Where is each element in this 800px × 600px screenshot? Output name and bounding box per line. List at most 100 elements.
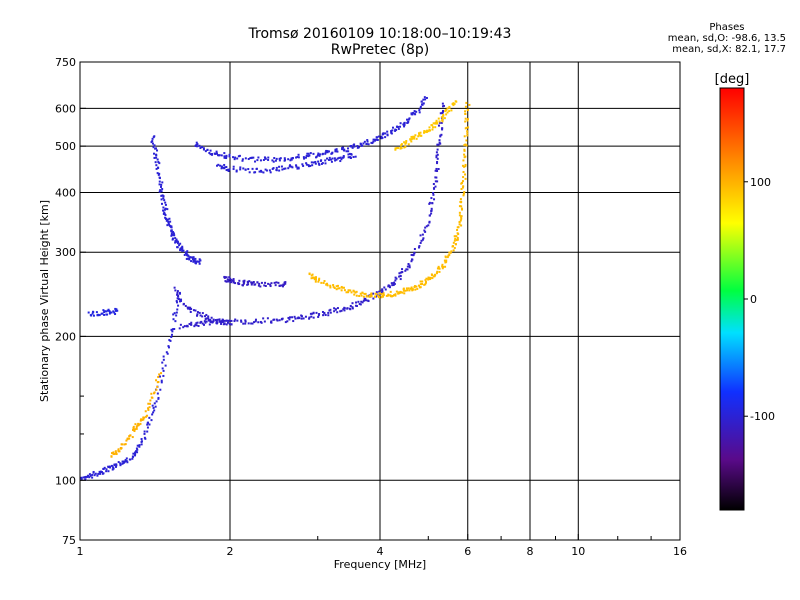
data-point	[152, 411, 155, 414]
data-point	[424, 230, 427, 233]
data-point	[256, 159, 259, 162]
data-point	[177, 294, 180, 297]
data-point	[128, 458, 131, 461]
data-point	[186, 254, 189, 257]
data-point	[322, 281, 325, 284]
data-point	[186, 325, 189, 328]
data-point	[403, 141, 406, 144]
data-point	[190, 256, 193, 259]
data-point	[143, 432, 146, 435]
data-point	[362, 299, 365, 302]
data-point	[277, 281, 280, 284]
data-point	[205, 313, 208, 316]
data-point	[343, 307, 346, 310]
data-point	[418, 133, 421, 136]
data-point	[232, 168, 235, 171]
data-point	[258, 282, 261, 285]
data-point	[204, 150, 207, 153]
data-point	[257, 284, 260, 287]
data-point	[397, 292, 400, 295]
data-point	[206, 148, 209, 151]
data-point	[114, 307, 117, 310]
data-point	[157, 161, 160, 164]
data-point	[167, 220, 170, 223]
data-point	[406, 265, 409, 268]
data-point	[228, 168, 231, 171]
data-point	[106, 313, 109, 316]
data-point	[270, 282, 273, 285]
data-point	[158, 373, 161, 376]
data-point	[258, 170, 261, 173]
data-point	[179, 292, 182, 295]
data-point	[198, 262, 201, 265]
data-point	[283, 157, 286, 160]
data-point	[189, 306, 192, 309]
data-point	[419, 105, 422, 108]
data-point	[86, 475, 89, 478]
data-point	[241, 158, 244, 161]
data-point	[293, 315, 296, 318]
data-point	[159, 189, 162, 192]
data-point	[283, 159, 286, 162]
data-point	[248, 280, 251, 283]
data-point	[135, 450, 138, 453]
data-point	[451, 102, 454, 105]
data-point	[388, 286, 391, 289]
data-point	[405, 287, 408, 290]
data-point	[164, 201, 167, 204]
data-point	[226, 321, 229, 324]
data-point	[227, 319, 230, 322]
data-point	[144, 437, 147, 440]
data-point	[151, 140, 154, 143]
data-point	[201, 315, 204, 318]
data-point	[464, 163, 467, 166]
data-point	[466, 119, 469, 122]
data-point	[370, 292, 373, 295]
data-point	[175, 311, 178, 314]
data-point	[225, 319, 228, 322]
data-point	[436, 148, 439, 151]
data-point	[303, 157, 306, 160]
data-point	[418, 246, 421, 249]
data-point	[128, 435, 131, 438]
data-point	[156, 392, 159, 395]
data-point	[238, 154, 241, 157]
data-point	[360, 294, 363, 297]
data-point	[448, 106, 451, 109]
data-point	[439, 142, 442, 145]
data-point	[200, 320, 203, 323]
data-point	[428, 202, 431, 205]
data-point	[396, 125, 399, 128]
data-point	[461, 181, 464, 184]
data-point	[269, 171, 272, 174]
data-point	[211, 153, 214, 156]
data-point	[461, 208, 464, 211]
data-point	[107, 470, 110, 473]
data-point	[358, 302, 361, 305]
data-point	[323, 311, 326, 314]
data-point	[340, 158, 343, 161]
data-point	[440, 121, 443, 124]
data-point	[375, 291, 378, 294]
data-point	[115, 451, 118, 454]
data-point	[350, 291, 353, 294]
data-point	[163, 208, 166, 211]
data-point	[366, 140, 369, 143]
data-point	[272, 160, 275, 163]
data-point	[289, 316, 292, 319]
chart-title-line2: RwPretec (8p)	[330, 42, 430, 58]
data-point	[405, 268, 408, 271]
data-point	[434, 122, 437, 125]
data-point	[237, 155, 240, 158]
data-point	[291, 166, 294, 169]
data-point	[390, 132, 393, 135]
data-point	[146, 426, 149, 429]
data-point	[419, 107, 422, 110]
data-point	[233, 158, 236, 161]
data-point	[170, 225, 173, 228]
data-point	[382, 132, 385, 135]
data-point	[464, 120, 467, 123]
data-point	[102, 472, 105, 475]
data-point	[317, 160, 320, 163]
data-point	[187, 254, 190, 257]
